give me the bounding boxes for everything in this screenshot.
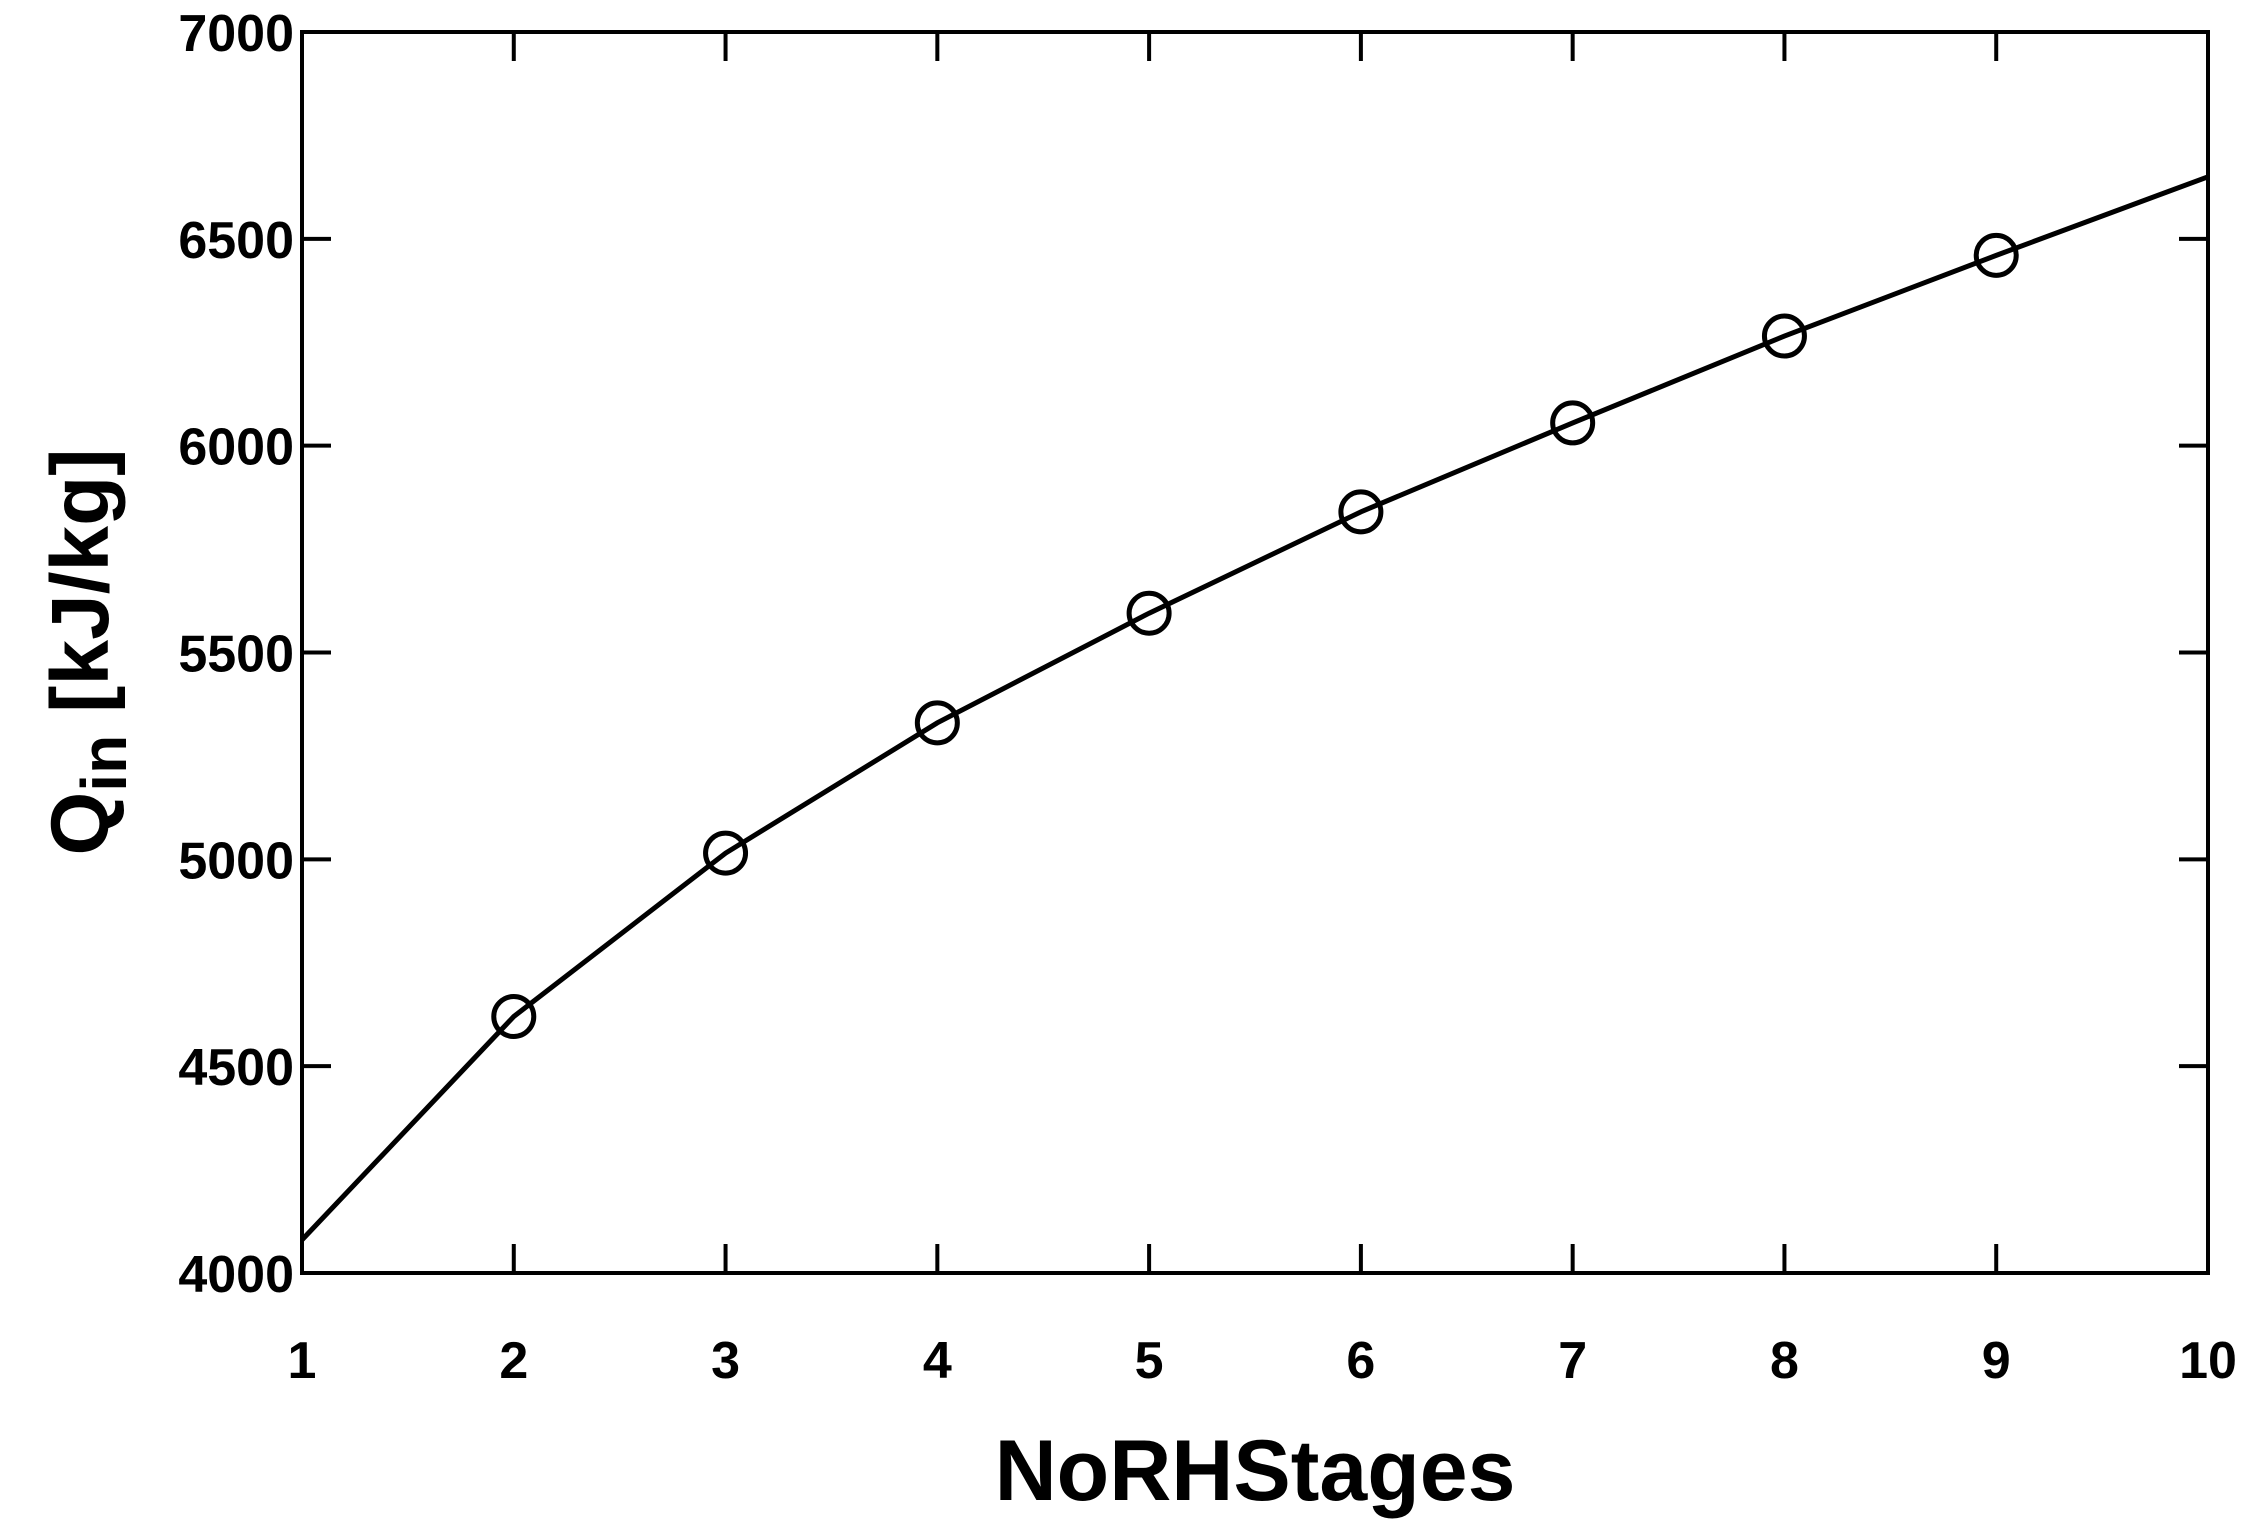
x-tick-label: 8 xyxy=(1770,1332,1799,1390)
data-marker xyxy=(1761,313,1807,359)
x-tick-label: 5 xyxy=(1135,1332,1164,1390)
data-marker xyxy=(1338,489,1384,535)
x-tick-label: 10 xyxy=(2179,1332,2237,1390)
data-marker xyxy=(1550,400,1596,446)
y-tick-label: 7000 xyxy=(178,5,294,63)
x-tick-label: 1 xyxy=(288,1332,317,1390)
y-tick-label: 6500 xyxy=(178,212,294,270)
data-marker xyxy=(703,830,749,876)
data-marker xyxy=(914,700,960,746)
x-tick-label: 3 xyxy=(711,1332,740,1390)
x-axis-label: NoRHStages xyxy=(995,1423,1516,1519)
y-label-main: Q xyxy=(35,792,126,856)
data-marker xyxy=(1126,590,1172,636)
data-marker xyxy=(491,994,537,1040)
x-tick-label: 4 xyxy=(923,1332,952,1390)
y-tick-label: 4500 xyxy=(178,1039,294,1097)
y-label-sub: in xyxy=(68,735,140,792)
y-tick-label: 5500 xyxy=(178,626,294,684)
x-tick-label: 7 xyxy=(1558,1332,1587,1390)
y-tick-label: 4000 xyxy=(178,1246,294,1304)
x-tick-label: 9 xyxy=(1982,1332,2011,1390)
y-tick-label: 5000 xyxy=(178,832,294,890)
data-marker xyxy=(1973,232,2019,278)
data-line xyxy=(300,174,2209,1242)
y-label-unit: [kJ/kg] xyxy=(35,449,126,713)
plot-frame xyxy=(300,30,2210,1275)
y-tick-label: 6000 xyxy=(178,419,294,477)
y-axis-label: Qin [kJ/kg] xyxy=(35,449,140,856)
x-tick-label: 6 xyxy=(1346,1332,1375,1390)
x-tick-label: 2 xyxy=(499,1332,528,1390)
